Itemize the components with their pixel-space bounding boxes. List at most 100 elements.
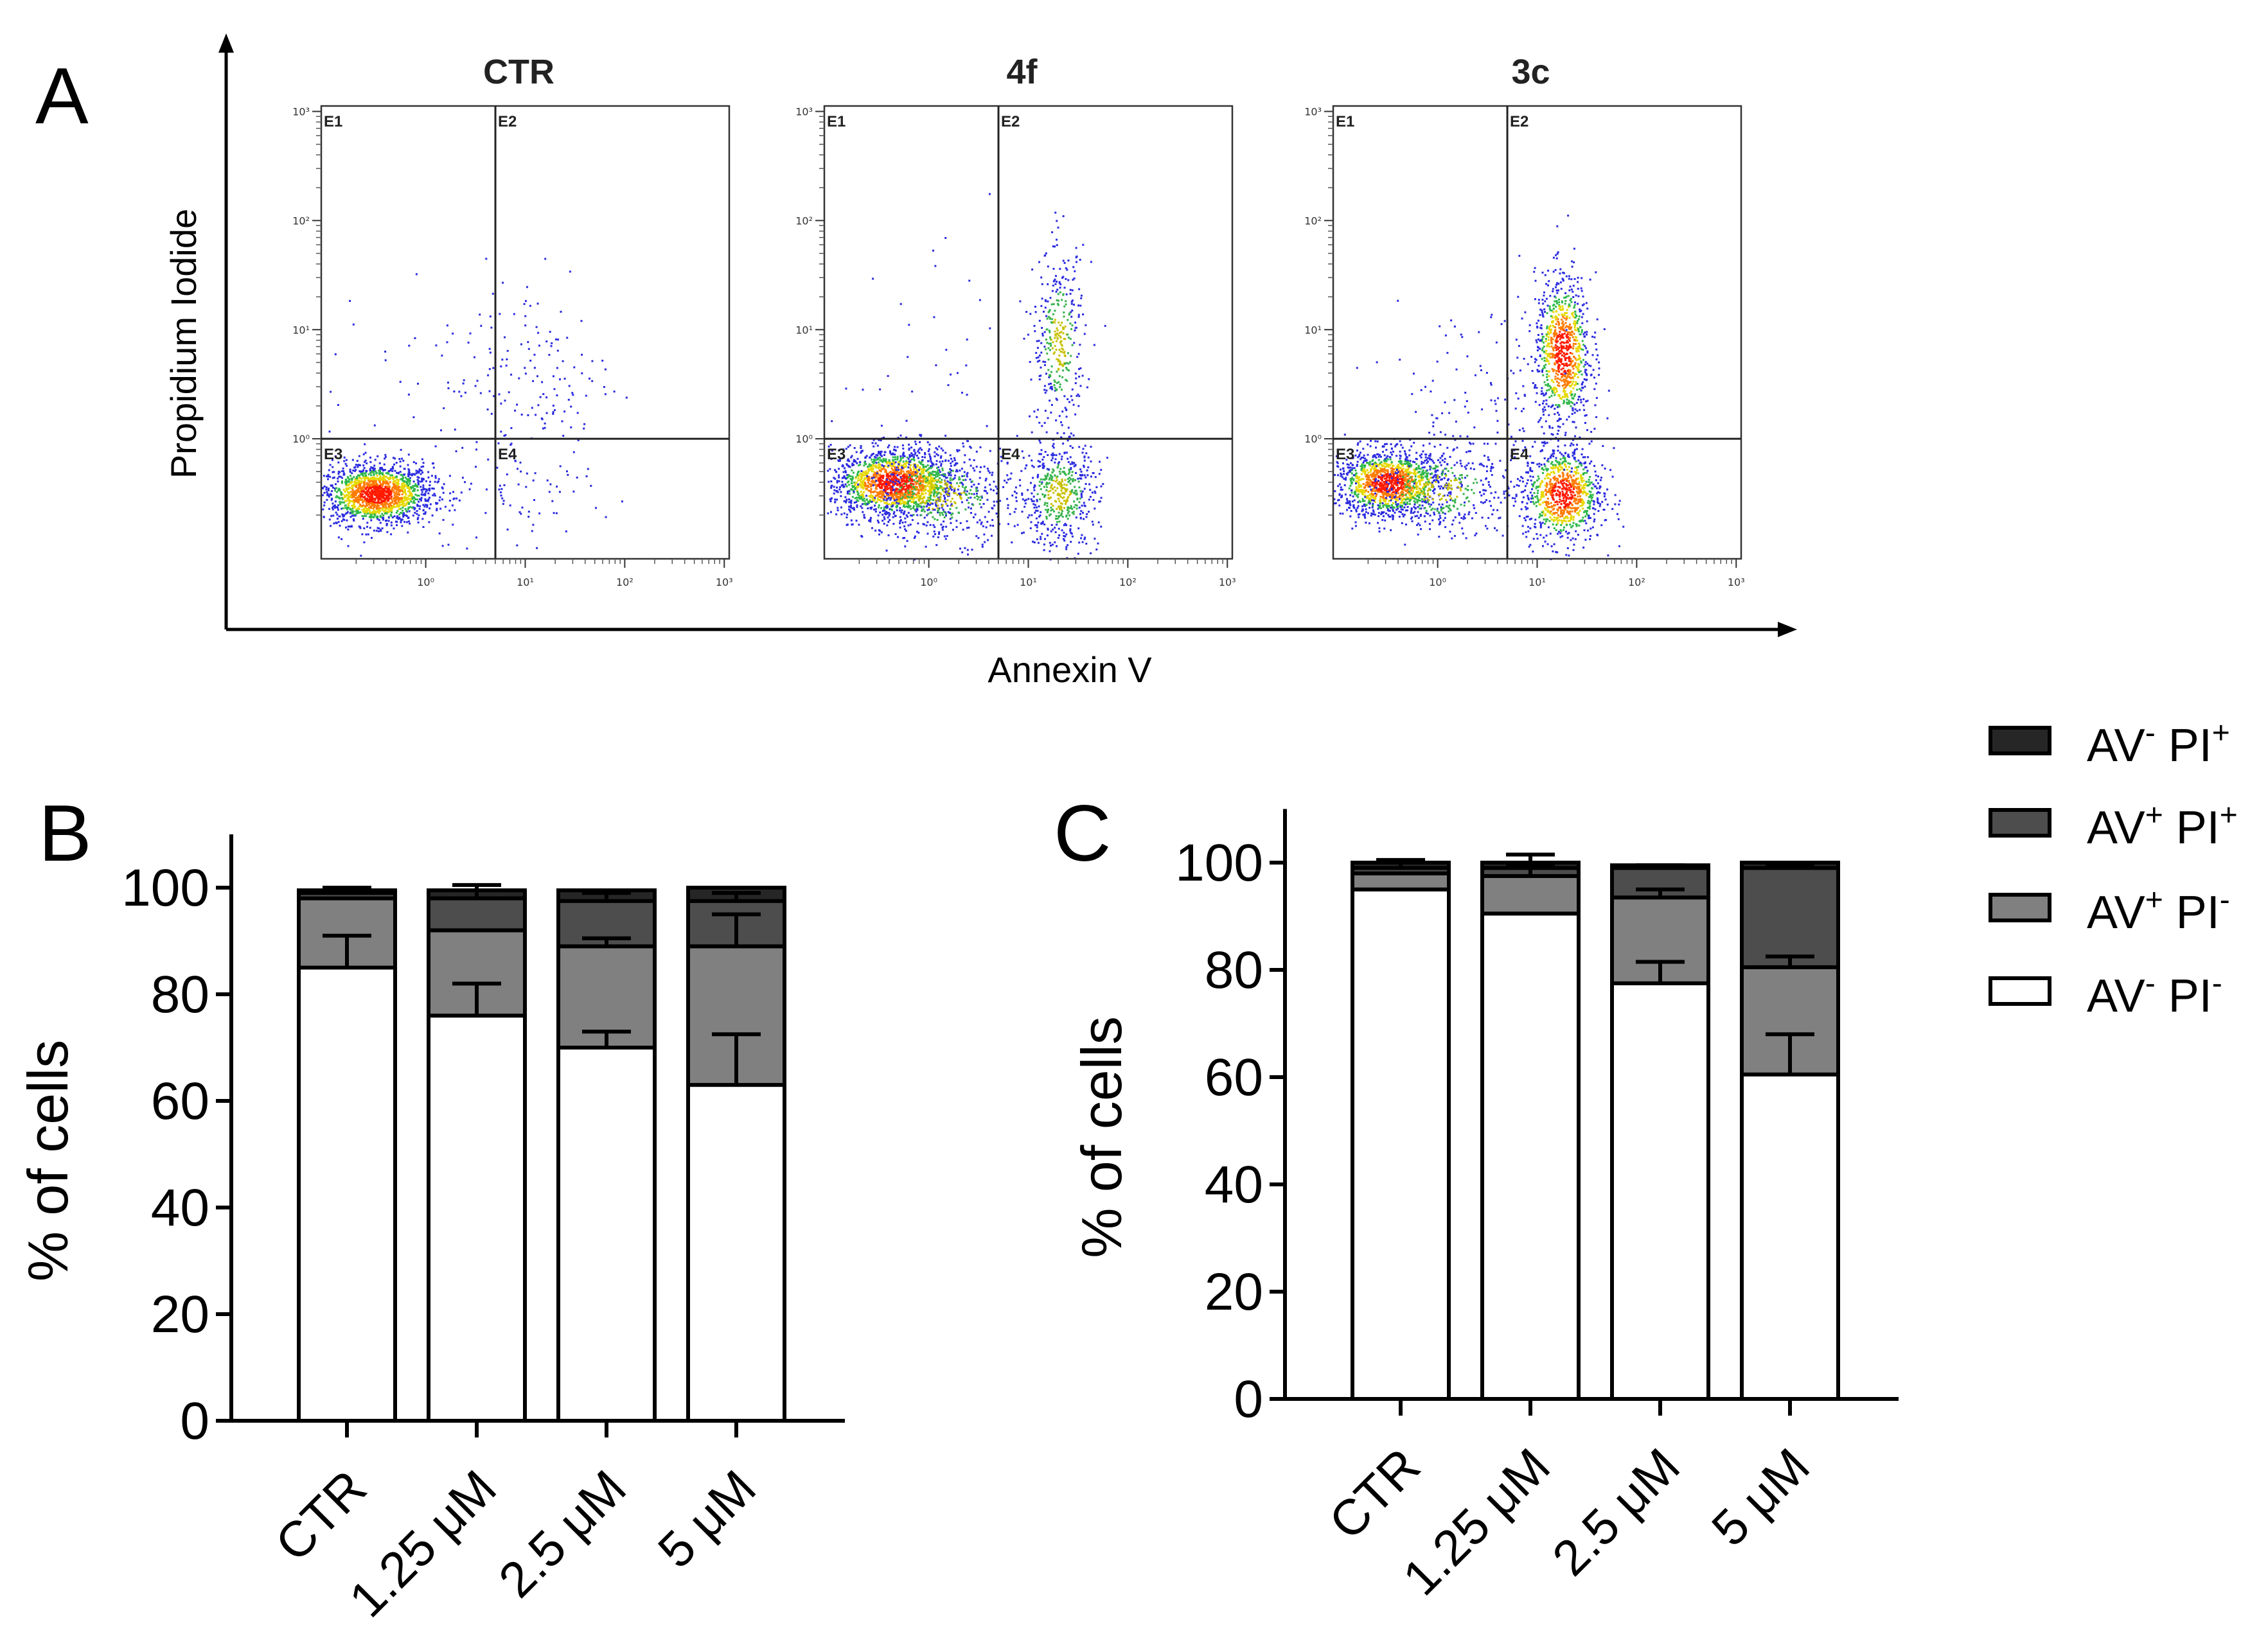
flow-plots: CTR E1 E2 E3 E4 10⁰ 10⁰ 10¹ 10¹ 10² 10² 10³ 10³ 4f E1 E… <box>292 53 1744 588</box>
legend-swatch <box>1989 893 2051 922</box>
y-tick-label: 80 <box>1205 941 1263 999</box>
y-tick-label: 20 <box>1205 1263 1263 1321</box>
bar-segment <box>556 1046 657 1423</box>
y-tick-label: 20 <box>151 1285 209 1344</box>
quadrant-label: E2 <box>1510 113 1528 130</box>
bar-segment <box>1610 981 1710 1401</box>
legend-item: AV- PI+ <box>1989 716 2230 771</box>
flow-plot-1: CTR E1 E2 E3 E4 10⁰ 10⁰ 10¹ 10¹ 10² 10² 10³ 10³ <box>292 53 732 588</box>
category-label: 5 μM <box>1701 1437 1820 1557</box>
panel-letter-a: A <box>35 52 89 141</box>
quadrant-label: E4 <box>498 446 517 463</box>
flow-frame-axes <box>218 33 1797 637</box>
flow-y-axis-label: Propidium Iodide <box>163 209 204 479</box>
flow-y-tick-label: 10³ <box>1304 105 1322 118</box>
quadrant-label: E2 <box>1001 113 1020 130</box>
quadrant-label: E1 <box>324 113 342 130</box>
flow-x-tick-label: 10³ <box>1728 576 1745 588</box>
y-tick-label: 60 <box>1205 1048 1263 1107</box>
flow-y-tick-label: 10¹ <box>1304 324 1322 336</box>
flow-plot-title: CTR <box>483 53 554 91</box>
flow-x-tick-label: 10³ <box>1219 576 1236 588</box>
category-label: CTR <box>1318 1437 1431 1551</box>
y-tick-label: 0 <box>1234 1370 1263 1428</box>
category-label: 2.5 μM <box>1541 1437 1690 1586</box>
y-tick-label: 100 <box>121 859 209 917</box>
flow-x-tick-label: 10² <box>1628 576 1645 588</box>
flow-x-tick-label: 10⁰ <box>417 576 434 588</box>
flow-y-tick-label: 10³ <box>795 105 813 118</box>
flow-x-tick-label: 10⁰ <box>1429 576 1446 588</box>
bar-segment <box>1740 1072 1840 1401</box>
flow-y-tick-label: 10² <box>795 215 813 227</box>
y-tick-label: 0 <box>180 1392 209 1450</box>
flow-plot-title: 4f <box>1006 53 1038 91</box>
flow-x-tick-label: 10² <box>616 576 633 588</box>
category-label: 2.5 μM <box>488 1459 637 1608</box>
legend-label: AV- PI+ <box>2087 716 2230 771</box>
flow-y-tick-label: 10² <box>292 215 310 227</box>
bar-segment <box>1351 887 1451 1401</box>
category-label: 1.25 μM <box>338 1459 507 1628</box>
quadrant-label: E3 <box>324 446 342 463</box>
bar-segment <box>1480 911 1581 1401</box>
flow-x-tick-label: 10¹ <box>1020 576 1037 588</box>
flow-y-tick-label: 10⁰ <box>1304 433 1322 445</box>
flow-events <box>1333 215 1625 561</box>
legend-label: AV- PI- <box>2087 967 2222 1022</box>
panel-letter-b: B <box>39 789 92 878</box>
legend-label: AV+ PI- <box>2087 883 2230 938</box>
legend-swatch <box>1989 726 2051 755</box>
category-label: 1.25 μM <box>1392 1437 1561 1606</box>
legend: AV- PI+ AV+ PI+ AV+ PI- AV- PI- <box>1989 716 2238 1022</box>
flow-x-tick-label: 10² <box>1119 576 1137 588</box>
legend-swatch <box>1989 808 2051 838</box>
legend-swatch <box>1989 976 2051 1006</box>
flow-y-tick-label: 10¹ <box>292 324 310 336</box>
y-tick-label: 60 <box>151 1072 209 1130</box>
quadrant-label: E3 <box>1336 446 1354 463</box>
quadrant-label: E4 <box>1001 446 1020 463</box>
quadrant-label: E1 <box>827 113 846 130</box>
quadrant-label: E3 <box>827 446 846 463</box>
bar-segment <box>297 965 397 1423</box>
legend-label: AV+ PI+ <box>2087 798 2238 854</box>
flow-y-tick-label: 10³ <box>292 105 310 118</box>
quadrant-label: E1 <box>1336 113 1354 130</box>
bar-segment <box>1480 874 1581 916</box>
legend-item: AV- PI- <box>1989 967 2222 1022</box>
bar-segment <box>427 896 527 933</box>
flow-y-tick-label: 10² <box>1304 215 1322 227</box>
bar-segment <box>427 1014 527 1423</box>
category-label: CTR <box>264 1459 377 1572</box>
flow-x-tick-label: 10⁰ <box>920 576 937 588</box>
bar-segment <box>1740 866 1840 969</box>
legend-item: AV+ PI- <box>1989 883 2230 938</box>
bar-segment <box>686 1083 786 1423</box>
flow-plot-2: 4f E1 E2 E3 E4 10⁰ 10⁰ 10¹ 10¹ 10² 10² 10³ 10³ <box>795 53 1236 588</box>
y-tick-label: 40 <box>151 1179 209 1237</box>
y-tick-label: 40 <box>1205 1155 1263 1214</box>
y-tick-label: 80 <box>151 965 209 1024</box>
category-label: 5 μM <box>647 1459 766 1579</box>
y-axis-label: % of cells <box>16 1040 80 1282</box>
flow-y-tick-label: 10⁰ <box>292 433 310 445</box>
flow-plot-3: 3c E1 E2 E3 E4 10⁰ 10⁰ 10¹ 10¹ 10² 10² 10³ 10³ <box>1304 53 1744 588</box>
flow-x-tick-label: 10³ <box>716 576 733 588</box>
y-tick-label: 100 <box>1175 834 1263 892</box>
bar-segment <box>1351 871 1451 892</box>
flow-y-tick-label: 10¹ <box>795 324 813 336</box>
quadrant-label: E2 <box>498 113 517 130</box>
flow-x-axis-label: Annexin V <box>988 649 1152 690</box>
flow-y-tick-label: 10⁰ <box>795 433 813 445</box>
flow-events <box>321 258 628 557</box>
panel-letter-c: C <box>1054 789 1112 878</box>
quadrant-label: E4 <box>1510 446 1529 463</box>
flow-x-tick-label: 10¹ <box>517 576 534 588</box>
flow-x-tick-label: 10¹ <box>1528 576 1546 588</box>
legend-item: AV+ PI+ <box>1989 798 2238 854</box>
flow-plot-title: 3c <box>1511 53 1550 91</box>
